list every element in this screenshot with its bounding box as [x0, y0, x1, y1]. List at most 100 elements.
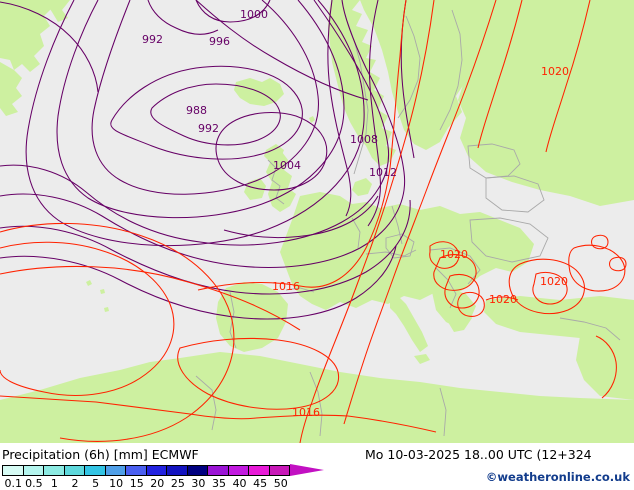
colorbar-tick-labels: 0.1 0.5 1 2 5 10 15 20 25 30 35 40 45 50 [2, 477, 302, 490]
colorbar-swatch-30[interactable] [187, 466, 208, 475]
isobar-1020-central [299, 0, 435, 443]
isobar-label-1016-b: 1016 [292, 406, 320, 419]
isobar-aegean-line [485, 296, 519, 301]
isobar-1012b [367, 0, 381, 227]
isobar-scandi-coast-1 [327, 0, 352, 217]
colorbar-tick-15: 15 [129, 477, 144, 490]
isobar-turkey-loop-3 [568, 244, 626, 292]
border-finland-russia [439, 9, 463, 131]
land-faroe [309, 116, 315, 123]
colorbar-swatch-25[interactable] [167, 466, 188, 475]
isobar-1000b [195, 0, 271, 23]
colorbar-swatch-10[interactable] [105, 466, 126, 475]
isobar-1016-morocco [0, 395, 257, 420]
land-canaries [126, 422, 163, 432]
colorbar-tick-0.5: 0.5 [25, 477, 43, 490]
legend-title: Precipitation (6h) [mm] ECMWF [2, 447, 199, 462]
isobar-label-1008: 1008 [350, 133, 378, 146]
colorbar-tick-0.1: 0.1 [4, 477, 23, 490]
land-scandinavia [328, 0, 396, 166]
isobar-turkey-speckle-1 [590, 234, 609, 250]
isobar-high-layer [0, 0, 627, 443]
colorbar-swatch-1[interactable] [44, 466, 65, 475]
colorbar-swatch-45[interactable] [249, 466, 270, 475]
land-eastern-europe-north [456, 0, 634, 206]
isobar-label-1020-b: 1020 [440, 248, 468, 261]
isobar-1016-europe [0, 265, 301, 331]
colorbar-swatch-2[interactable] [64, 466, 85, 475]
land-italy [390, 296, 428, 352]
colorbar-tick-20: 20 [150, 477, 165, 490]
isobar-greece-small [457, 291, 485, 317]
colorbar-tick-30: 30 [191, 477, 206, 490]
isobar-996 [91, 0, 319, 195]
isobar-trough-1 [0, 1, 99, 93]
isobar-1000 [56, 0, 345, 219]
isobar-1016-atlantic [0, 241, 175, 396]
border-sweden-finland [397, 15, 421, 119]
land-middle-east [576, 336, 634, 400]
land-morocco-west [122, 362, 196, 408]
border-layer [195, 9, 621, 437]
map-graphic: 992 996 1000 988 992 1004 1008 1012 1020… [0, 0, 634, 443]
isobar-label-992-b: 992 [198, 122, 219, 135]
isobar-1020-far-east [545, 0, 591, 153]
land-scotland [264, 144, 284, 162]
border-czech [385, 233, 415, 259]
land-greenland-south [0, 62, 22, 116]
border-libya-egypt [439, 387, 447, 437]
map-canvas[interactable]: 992 996 1000 988 992 1004 1008 1012 1020… [0, 0, 634, 443]
isobar-988 [150, 83, 281, 146]
isobar-label-988: 988 [186, 104, 207, 117]
isobar-1004b [0, 0, 390, 246]
land-sicily [414, 354, 430, 364]
isobar-1020-label-line [477, 0, 523, 149]
colorbar-swatches[interactable] [2, 465, 290, 476]
isobar-label-1000: 1000 [240, 8, 268, 21]
border-algeria-tunisia [309, 371, 323, 437]
isobar-1016-france [197, 0, 407, 291]
colorbar-tick-5: 5 [92, 477, 100, 490]
colorbar-swatch-35[interactable] [208, 466, 229, 475]
colorbar-tick-35: 35 [212, 477, 226, 490]
isobar-1016-algeria-loop [177, 337, 340, 410]
land-greece [448, 308, 472, 332]
border-baltic-states [467, 143, 521, 179]
land-madeira [148, 376, 156, 382]
colorbar-swatch-0.5[interactable] [23, 466, 44, 475]
colorbar-tick-40: 40 [232, 477, 247, 490]
isobar-label-1020-c: 1020 [540, 275, 568, 288]
coast-uk-detail [267, 159, 285, 205]
isobar-low-layer [0, 0, 415, 320]
colorbar-swatch-40[interactable] [228, 466, 249, 475]
colorbar-swatch-5[interactable] [85, 466, 106, 475]
isobar-1012-se [223, 195, 379, 239]
colorbar-overflow-arrow-icon [290, 464, 324, 476]
isobar-balkan-cluster-1 [429, 241, 460, 269]
land-greenland [0, 0, 52, 72]
isobar-turkey-loop-2 [532, 271, 568, 305]
land-turkey [484, 296, 634, 340]
land-great-britain [266, 152, 296, 212]
isobar-1016-atlantic-outer [0, 222, 235, 442]
valid-time-label: Mo 10-03-2025 18..00 UTC (12+324 [365, 447, 592, 462]
copyright-label: ©weatheronline.co.uk [485, 470, 630, 484]
border-france-germany [351, 217, 361, 249]
colorbar-tick-2: 2 [71, 477, 79, 490]
isobar-label-1020-d: 1020 [489, 293, 517, 306]
colorbar-swatch-15[interactable] [126, 466, 147, 475]
colorbar-swatch-20[interactable] [146, 466, 167, 475]
colorbar-swatch-0.1[interactable] [3, 466, 24, 475]
colorbar-tick-10: 10 [109, 477, 124, 490]
colorbar-swatch-50[interactable] [269, 466, 289, 475]
isobar-1008b [0, 199, 411, 295]
isobar-1016-sahara [255, 414, 437, 433]
isobar-label-layer: 992 996 1000 988 992 1004 1008 1012 1020… [142, 8, 569, 419]
colorbar-tick-1: 1 [50, 477, 58, 490]
precipitation-colorbar[interactable]: 0.1 0.5 1 2 5 10 15 20 25 30 35 40 45 50 [2, 464, 332, 490]
isobar-label-992-a: 992 [142, 33, 163, 46]
isobar-levant [595, 335, 617, 399]
border-turkey-syria [559, 317, 621, 341]
isobar-north-sea-sweep [195, 0, 369, 101]
